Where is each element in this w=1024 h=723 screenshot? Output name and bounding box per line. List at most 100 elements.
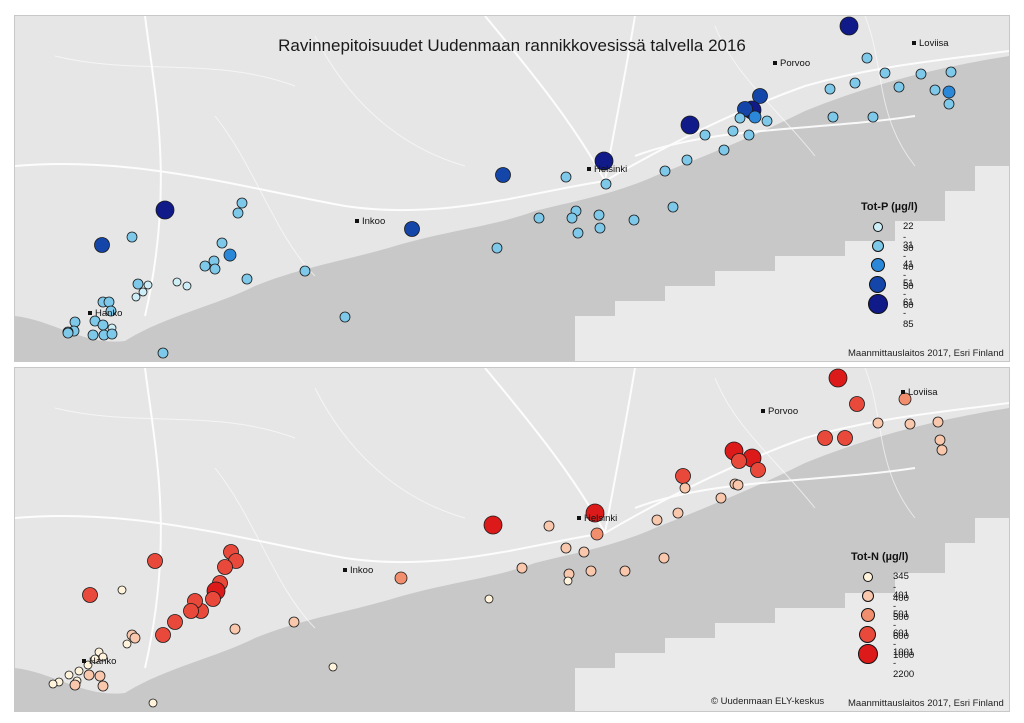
town-marker-icon [912, 41, 916, 46]
basemap [15, 16, 1009, 361]
sampling-point-tot-p [241, 273, 253, 285]
legend-symbol [871, 258, 885, 272]
sampling-points-layer [62, 16, 957, 359]
sampling-point-tot-p [761, 115, 773, 127]
sampling-point-tot-n [578, 546, 590, 558]
sampling-point-tot-p [87, 329, 99, 341]
legend-symbol [869, 276, 886, 293]
sampling-point-tot-n [731, 453, 747, 469]
sampling-point-tot-n [932, 416, 944, 428]
map-credit: Maanmittauslaitos 2017, Esri Finland [848, 698, 1004, 709]
copyright-note: © Uudenmaan ELY-keskus [711, 696, 825, 707]
sampling-point-tot-n [83, 669, 95, 681]
sampling-point-tot-n [675, 468, 691, 484]
sampling-point-tot-n [672, 507, 684, 519]
legend-title: Tot-N (µg/l) [851, 551, 909, 563]
sampling-point-tot-n [90, 654, 100, 664]
sampling-point-tot-p [232, 207, 244, 219]
sampling-point-tot-n [117, 585, 127, 595]
sampling-point-tot-n [147, 553, 163, 569]
sampling-point-tot-n [328, 662, 338, 672]
sampling-point-tot-p [734, 112, 746, 124]
legend: Tot-N (µg/l) 345 - 400 401 - 500 501 - 6… [851, 551, 914, 680]
sampling-point-tot-p [199, 260, 211, 272]
sampling-point-tot-n [872, 417, 884, 429]
sampling-point-tot-p [97, 319, 109, 331]
sampling-point-tot-p [572, 227, 584, 239]
sampling-point-tot-p [62, 327, 74, 339]
sampling-point-tot-p [942, 85, 956, 99]
legend-item: 601 - 1000 [851, 626, 914, 661]
town-marker-icon [88, 311, 92, 316]
sampling-point-tot-p [893, 81, 905, 93]
sampling-point-tot-n [651, 514, 663, 526]
legend-symbol [858, 644, 878, 664]
sampling-point-tot-n [122, 639, 132, 649]
sampling-point-tot-n [543, 520, 555, 532]
sampling-point-tot-n [167, 614, 183, 630]
sampling-point-tot-p [743, 129, 755, 141]
legend-item: 61 - 85 [861, 294, 918, 330]
sampling-point-tot-p [748, 110, 762, 124]
town-marker-icon [773, 61, 777, 66]
sampling-point-tot-n [750, 462, 766, 478]
sampling-point-tot-n [205, 591, 221, 607]
sampling-point-tot-n [828, 368, 848, 388]
sampling-point-tot-p [594, 151, 614, 171]
sampling-point-tot-n [83, 660, 93, 670]
sampling-point-tot-n [155, 627, 171, 643]
sampling-point-tot-p [680, 115, 700, 135]
sampling-point-tot-n [904, 418, 916, 430]
sampling-point-tot-p [182, 281, 192, 291]
sampling-point-tot-n [64, 670, 74, 680]
legend-title: Tot-P (µg/l) [861, 201, 918, 213]
sampling-point-tot-p [132, 278, 144, 290]
sampling-point-tot-n [560, 542, 572, 554]
sampling-point-tot-n [679, 482, 691, 494]
sampling-point-tot-p [600, 178, 612, 190]
sampling-point-tot-p [339, 311, 351, 323]
town-marker-icon [343, 568, 347, 573]
sampling-point-tot-n [69, 679, 81, 691]
sampling-point-tot-n [849, 396, 865, 412]
sampling-point-tot-p [945, 66, 957, 78]
legend-item: 501 - 600 [851, 607, 909, 642]
sampling-point-tot-p [594, 222, 606, 234]
map-title: Ravinnepitoisuudet Uudenmaan rannikkoves… [278, 36, 746, 55]
legend-symbol [863, 572, 873, 582]
legend-item: 41 - 50 [861, 257, 918, 292]
legend-symbol [873, 222, 883, 232]
sampling-point-tot-p [209, 263, 221, 275]
sampling-point-tot-n [483, 515, 503, 535]
sampling-point-tot-n [619, 565, 631, 577]
sampling-point-tot-p [681, 154, 693, 166]
sampling-point-tot-p [827, 111, 839, 123]
town-label-hanko: Hanko [88, 308, 122, 319]
sampling-point-tot-n [732, 479, 744, 491]
sampling-point-tot-n [288, 616, 300, 628]
legend-symbol [868, 294, 888, 314]
sampling-point-tot-p [560, 171, 572, 183]
sampling-point-tot-p [126, 231, 138, 243]
legend: Tot-P (µg/l) 22 - 30 31 - 40 41 - 50 51 … [861, 201, 918, 330]
sampling-point-tot-n [82, 587, 98, 603]
town-label-loviisa: Loviisa [912, 38, 949, 49]
sampling-point-tot-n [129, 632, 141, 644]
sampling-point-tot-p [131, 292, 141, 302]
sampling-point-tot-p [839, 16, 859, 36]
sampling-point-tot-p [106, 328, 118, 340]
sampling-point-tot-p [216, 237, 228, 249]
sampling-point-tot-p [929, 84, 941, 96]
sampling-point-tot-p [699, 129, 711, 141]
sampling-point-tot-p [718, 144, 730, 156]
map-panel-total-nitrogen: Loviisa Porvoo Helsinki Inkoo Hanko Tot-… [14, 367, 1010, 712]
map-credit: Maanmittauslaitos 2017, Esri Finland [848, 348, 1004, 359]
legend-item: 51 - 60 [861, 276, 918, 311]
town-marker-icon [901, 390, 905, 395]
sampling-point-tot-p [236, 197, 248, 209]
town-label-helsinki: Helsinki [587, 164, 627, 175]
sampling-point-tot-n [394, 571, 408, 585]
sampling-point-tot-p [172, 277, 182, 287]
sampling-point-tot-p [861, 52, 873, 64]
sampling-point-tot-p [143, 280, 153, 290]
